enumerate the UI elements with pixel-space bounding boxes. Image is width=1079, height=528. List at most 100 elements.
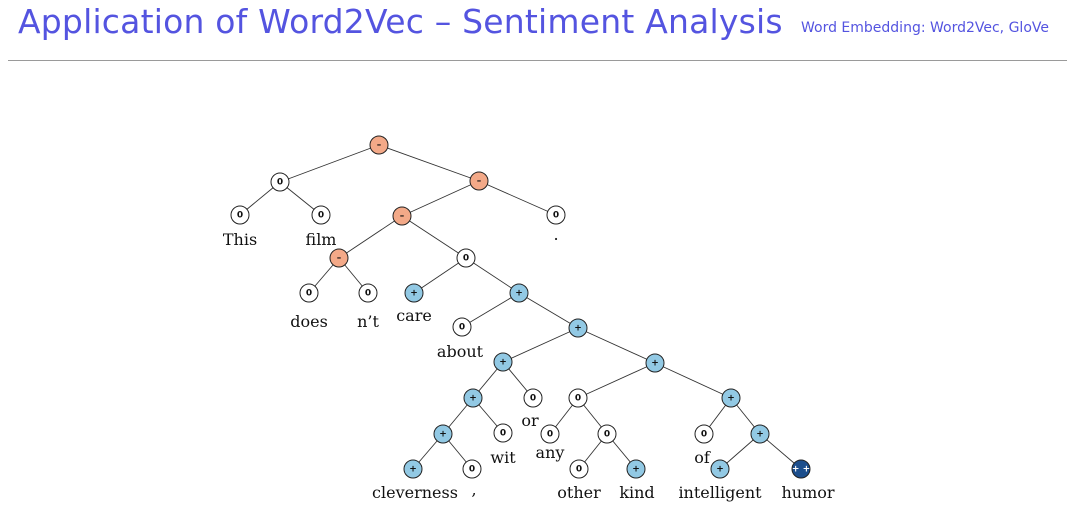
node-sentiment-label: – [377,141,382,151]
tree-node-negative: – [329,248,349,268]
node-sentiment-label: 0 [553,211,559,221]
tree-node-positive: + [750,424,770,444]
slide-subtitle: Word Embedding: Word2Vec, GloVe [800,20,1049,36]
node-circle [509,283,529,303]
node-circle [329,248,349,268]
node-circle [462,459,482,479]
node-sentiment-label: + [716,465,724,475]
node-circle [597,424,617,444]
node-sentiment-label: 0 [277,178,283,188]
tree-edge [461,292,520,328]
node-circle [311,205,331,225]
node-sentiment-label: 0 [500,429,506,439]
node-circle [540,424,560,444]
tree-node-positive: + [645,353,665,373]
word-token: of [694,448,711,467]
tree-edge [338,215,403,259]
node-circle [369,135,389,155]
node-sentiment-label: 0 [701,430,707,440]
title-divider [8,60,1067,61]
tree-node-neutral: 0 [523,388,543,408]
node-sentiment-label: 0 [469,465,475,475]
word-token: n’t [357,312,379,331]
node-sentiment-label: + [409,465,417,475]
tree-node-positive: + [626,459,646,479]
node-circle [392,206,412,226]
node-circle [645,353,665,373]
tree-edge [478,180,557,216]
node-sentiment-label: + + [792,465,810,475]
node-circle [230,205,250,225]
tree-node-positive: + [710,459,730,479]
node-sentiment-label: + [574,324,582,334]
node-sentiment-label: + [410,289,418,299]
word-token: cleverness [372,483,458,502]
tree-node-neutral: 0 [299,283,319,303]
node-circle [299,283,319,303]
node-sentiment-label: 0 [237,211,243,221]
node-sentiment-label: 0 [530,394,536,404]
tree-node-positive: + [509,283,529,303]
node-circle [546,205,566,225]
word-token: about [437,342,484,361]
node-sentiment-label: 0 [575,394,581,404]
tree-node-neutral: 0 [546,205,566,225]
tree-node-neutral: 0 [493,423,513,443]
tree-edge [279,144,380,183]
tree-edge [465,257,520,294]
tree-node-neutral: 0 [462,459,482,479]
node-sentiment-label: 0 [306,289,312,299]
node-circle [403,459,423,479]
word-token: , [471,480,476,499]
tree-node-negative: – [469,171,489,191]
node-circle [750,424,770,444]
node-sentiment-label: – [477,177,482,187]
node-circle [791,459,811,479]
word-token: intelligent [678,483,762,502]
tree-edge [577,362,656,399]
tree-edge [413,257,467,294]
tree-edge [401,215,467,259]
node-sentiment-label: 0 [604,430,610,440]
node-circle [568,388,588,408]
word-token: any [536,443,565,462]
tree-node-positive: + [568,318,588,338]
node-circle [463,388,483,408]
node-circle [626,459,646,479]
node-circle [452,317,472,337]
node-circle [721,388,741,408]
node-circle [433,424,453,444]
node-circle [493,423,513,443]
tree-node-neutral: 0 [311,205,331,225]
node-sentiment-label: 0 [576,465,582,475]
node-sentiment-label: + [499,358,507,368]
word-token: other [557,483,601,502]
tree-node-positive: + [433,424,453,444]
tree-node-neutral: 0 [270,172,290,192]
node-sentiment-label: – [400,212,405,222]
tree-node-neutral: 0 [230,205,250,225]
node-sentiment-label: + [515,289,523,299]
tree-edge [502,327,579,363]
tree-node-positive: + [463,388,483,408]
tree-node-positive: + [403,459,423,479]
tree-node-neutral: 0 [694,424,714,444]
tree-node-positive: + [493,352,513,372]
word-token: . [553,225,558,244]
node-circle [568,318,588,338]
tree-node-positive: + [404,283,424,303]
slide-title: Application of Word2Vec – Sentiment Anal… [18,2,783,41]
node-sentiment-label: + [756,430,764,440]
node-circle [404,283,424,303]
tree-node-neutral: 0 [456,248,476,268]
tree-node-positive: + [721,388,741,408]
node-sentiment-label: 0 [463,254,469,264]
node-circle [358,283,378,303]
tree-edge [378,144,480,182]
tree-nodes: – 0 0 0 – – 0 – 0 0 0 + +0 + + + + + 0 0 0 +0 0 0 0 + +0 + + + + [230,135,811,479]
node-sentiment-label: – [337,254,342,264]
word-token: This [223,230,257,249]
node-circle [694,424,714,444]
